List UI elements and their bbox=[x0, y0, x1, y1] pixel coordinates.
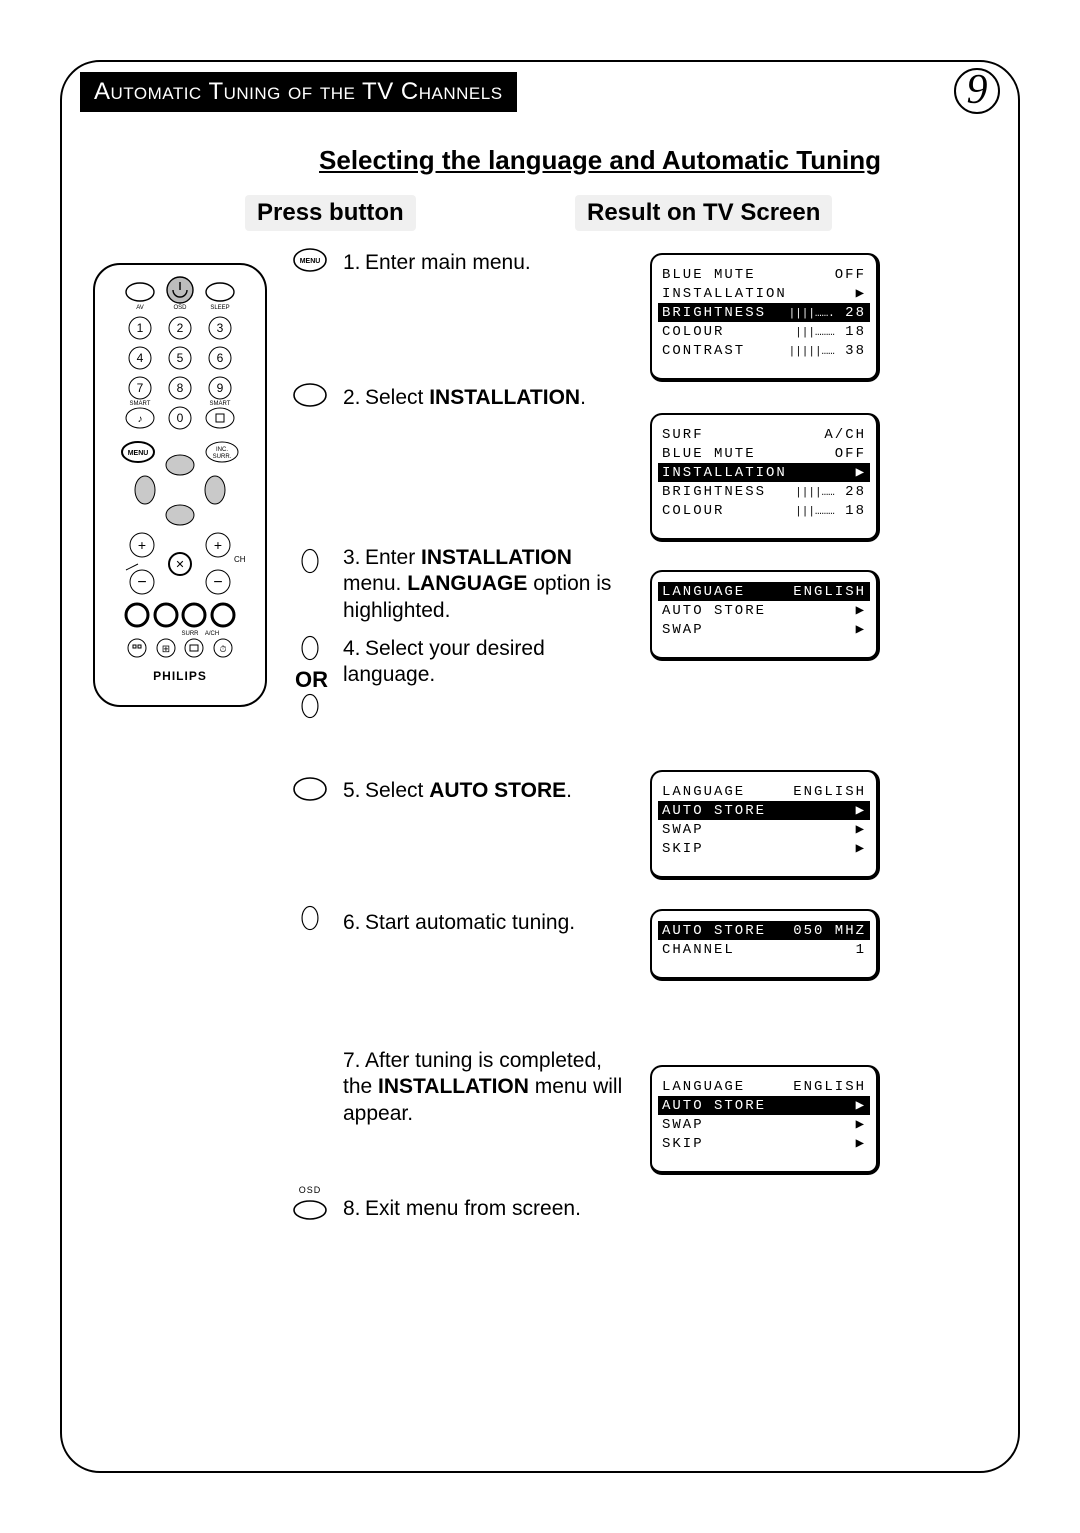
tv-row: CHANNEL1 bbox=[662, 940, 866, 959]
label-sleep: SLEEP bbox=[210, 305, 229, 311]
svg-text:7: 7 bbox=[137, 381, 144, 395]
svg-text:2: 2 bbox=[177, 321, 184, 335]
svg-text:♪: ♪ bbox=[138, 414, 143, 425]
btn-step-4b bbox=[290, 693, 330, 724]
tv-row: INSTALLATION▶ bbox=[658, 463, 870, 482]
step-3-text: Enter INSTALLATION menu. LANGUAGE option… bbox=[343, 546, 611, 622]
tv-screen-4: LANGUAGEENGLISHAUTO STORE▶SWAP▶SKIP▶ bbox=[650, 770, 880, 880]
step-2-text: Select INSTALLATION. bbox=[365, 386, 586, 409]
svg-text:SURR: SURR bbox=[181, 631, 199, 637]
svg-text:+: + bbox=[214, 537, 222, 553]
step-6-text: Start automatic tuning. bbox=[365, 911, 575, 934]
tv-row: AUTO STORE▶ bbox=[658, 1096, 870, 1115]
svg-text:SURR.: SURR. bbox=[213, 454, 232, 460]
remote-control: AV OSD SLEEP 1 2 3 4 5 6 7 8 9 0 SMART S… bbox=[90, 260, 270, 715]
svg-text:6: 6 bbox=[217, 351, 224, 365]
svg-text:A/CH: A/CH bbox=[205, 631, 219, 637]
tv-row: AUTO STORE050 MHZ bbox=[658, 921, 870, 940]
tv-row: LANGUAGEENGLISH bbox=[662, 782, 866, 801]
svg-text:5: 5 bbox=[177, 351, 184, 365]
svg-text:8: 8 bbox=[177, 381, 184, 395]
btn-step-4a bbox=[290, 635, 330, 666]
header-bar: Automatic Tuning of the TV Channels bbox=[80, 72, 517, 112]
btn-step-5 bbox=[290, 776, 330, 807]
tv-screen-5: AUTO STORE050 MHZCHANNEL1 bbox=[650, 909, 880, 981]
tv-row: INSTALLATION▶ bbox=[662, 284, 866, 303]
column-heading-press: Press button bbox=[245, 195, 416, 231]
svg-text:4: 4 bbox=[137, 351, 144, 365]
svg-text:+: + bbox=[138, 537, 146, 553]
step-1-text: Enter main menu. bbox=[365, 251, 531, 274]
column-heading-result: Result on TV Screen bbox=[575, 195, 832, 231]
svg-text:0: 0 bbox=[177, 411, 184, 425]
step-1: 1.Enter main menu. bbox=[343, 250, 633, 276]
tv-screen-2: SURFA/CHBLUE MUTEOFFINSTALLATION▶BRIGHTN… bbox=[650, 413, 880, 542]
svg-text:✕: ✕ bbox=[175, 559, 184, 571]
tv-row: BRIGHTNESS||||…… 28 bbox=[662, 482, 866, 501]
step-7: 7.After tuning is completed, the INSTALL… bbox=[343, 1048, 633, 1127]
step-4: 4.Select your desired language. bbox=[343, 636, 633, 689]
tv-row: BLUE MUTEOFF bbox=[662, 444, 866, 463]
step-4-text: Select your desired language. bbox=[343, 637, 545, 686]
btn-step-1: MENU bbox=[290, 247, 330, 278]
svg-text:9: 9 bbox=[217, 381, 224, 395]
tv-row: LANGUAGEENGLISH bbox=[662, 1077, 866, 1096]
label-av: AV bbox=[136, 305, 144, 311]
step-5-text: Select AUTO STORE. bbox=[365, 779, 572, 802]
tv-row: AUTO STORE▶ bbox=[658, 801, 870, 820]
svg-text:3: 3 bbox=[217, 321, 224, 335]
svg-text:⏱: ⏱ bbox=[219, 644, 226, 654]
header-text: Automatic Tuning of the TV Channels bbox=[94, 78, 503, 105]
step-8: 8.Exit menu from screen. bbox=[343, 1196, 633, 1222]
tv-screen-6: LANGUAGEENGLISHAUTO STORE▶SWAP▶SKIP▶ bbox=[650, 1065, 880, 1175]
tv-row: SURFA/CH bbox=[662, 425, 866, 444]
btn-step-2 bbox=[290, 382, 330, 413]
btn-step-3 bbox=[290, 548, 330, 579]
tv-row: SWAP▶ bbox=[662, 820, 866, 839]
tv-screen-3: LANGUAGEENGLISHAUTO STORE▶SWAP▶ bbox=[650, 570, 880, 661]
tv-row: LANGUAGEENGLISH bbox=[658, 582, 870, 601]
btn-step-6 bbox=[290, 905, 330, 936]
section-title: Selecting the language and Automatic Tun… bbox=[240, 145, 960, 176]
tv-row: COLOUR|||……… 18 bbox=[662, 322, 866, 341]
tv-row: SWAP▶ bbox=[662, 1115, 866, 1134]
tv-row: AUTO STORE▶ bbox=[662, 601, 866, 620]
tv-row: CONTRAST|||||…… 38 bbox=[662, 341, 866, 360]
step-2: 2.Select INSTALLATION. bbox=[343, 385, 633, 411]
tv-screen-1: BLUE MUTEOFFINSTALLATION▶BRIGHTNESS||||…… bbox=[650, 253, 880, 382]
svg-text:1: 1 bbox=[137, 321, 144, 335]
label-smart-r: SMART bbox=[210, 401, 231, 407]
label-menu: MENU bbox=[128, 450, 149, 457]
page-number: 9 bbox=[954, 68, 1000, 114]
or-label: OR bbox=[295, 667, 328, 693]
step-3: 3.Enter INSTALLATION menu. LANGUAGE opti… bbox=[343, 545, 633, 624]
svg-text:MENU: MENU bbox=[300, 258, 321, 265]
svg-text:−: − bbox=[213, 574, 222, 591]
tv-row: BLUE MUTEOFF bbox=[662, 265, 866, 284]
tv-row: SKIP▶ bbox=[662, 1134, 866, 1153]
tv-row: COLOUR|||……… 18 bbox=[662, 501, 866, 520]
tv-row: BRIGHTNESS||||……. 28 bbox=[658, 303, 870, 322]
step-6: 6.Start automatic tuning. bbox=[343, 910, 633, 936]
tv-row: SKIP▶ bbox=[662, 839, 866, 858]
label-ch: CH bbox=[234, 555, 246, 564]
btn-step-8: OSD bbox=[290, 1185, 330, 1228]
label-inc: INC. bbox=[216, 447, 228, 453]
label-osd: OSD bbox=[173, 305, 187, 311]
svg-text:−: − bbox=[137, 574, 146, 591]
step-8-text: Exit menu from screen. bbox=[365, 1197, 581, 1220]
step-5: 5.Select AUTO STORE. bbox=[343, 778, 633, 804]
tv-row: SWAP▶ bbox=[662, 620, 866, 639]
brand-label: PHILIPS bbox=[153, 669, 207, 683]
label-smart-l: SMART bbox=[130, 401, 151, 407]
step-7-text: After tuning is completed, the INSTALLAT… bbox=[343, 1049, 622, 1125]
svg-text:⊞: ⊞ bbox=[162, 644, 170, 655]
